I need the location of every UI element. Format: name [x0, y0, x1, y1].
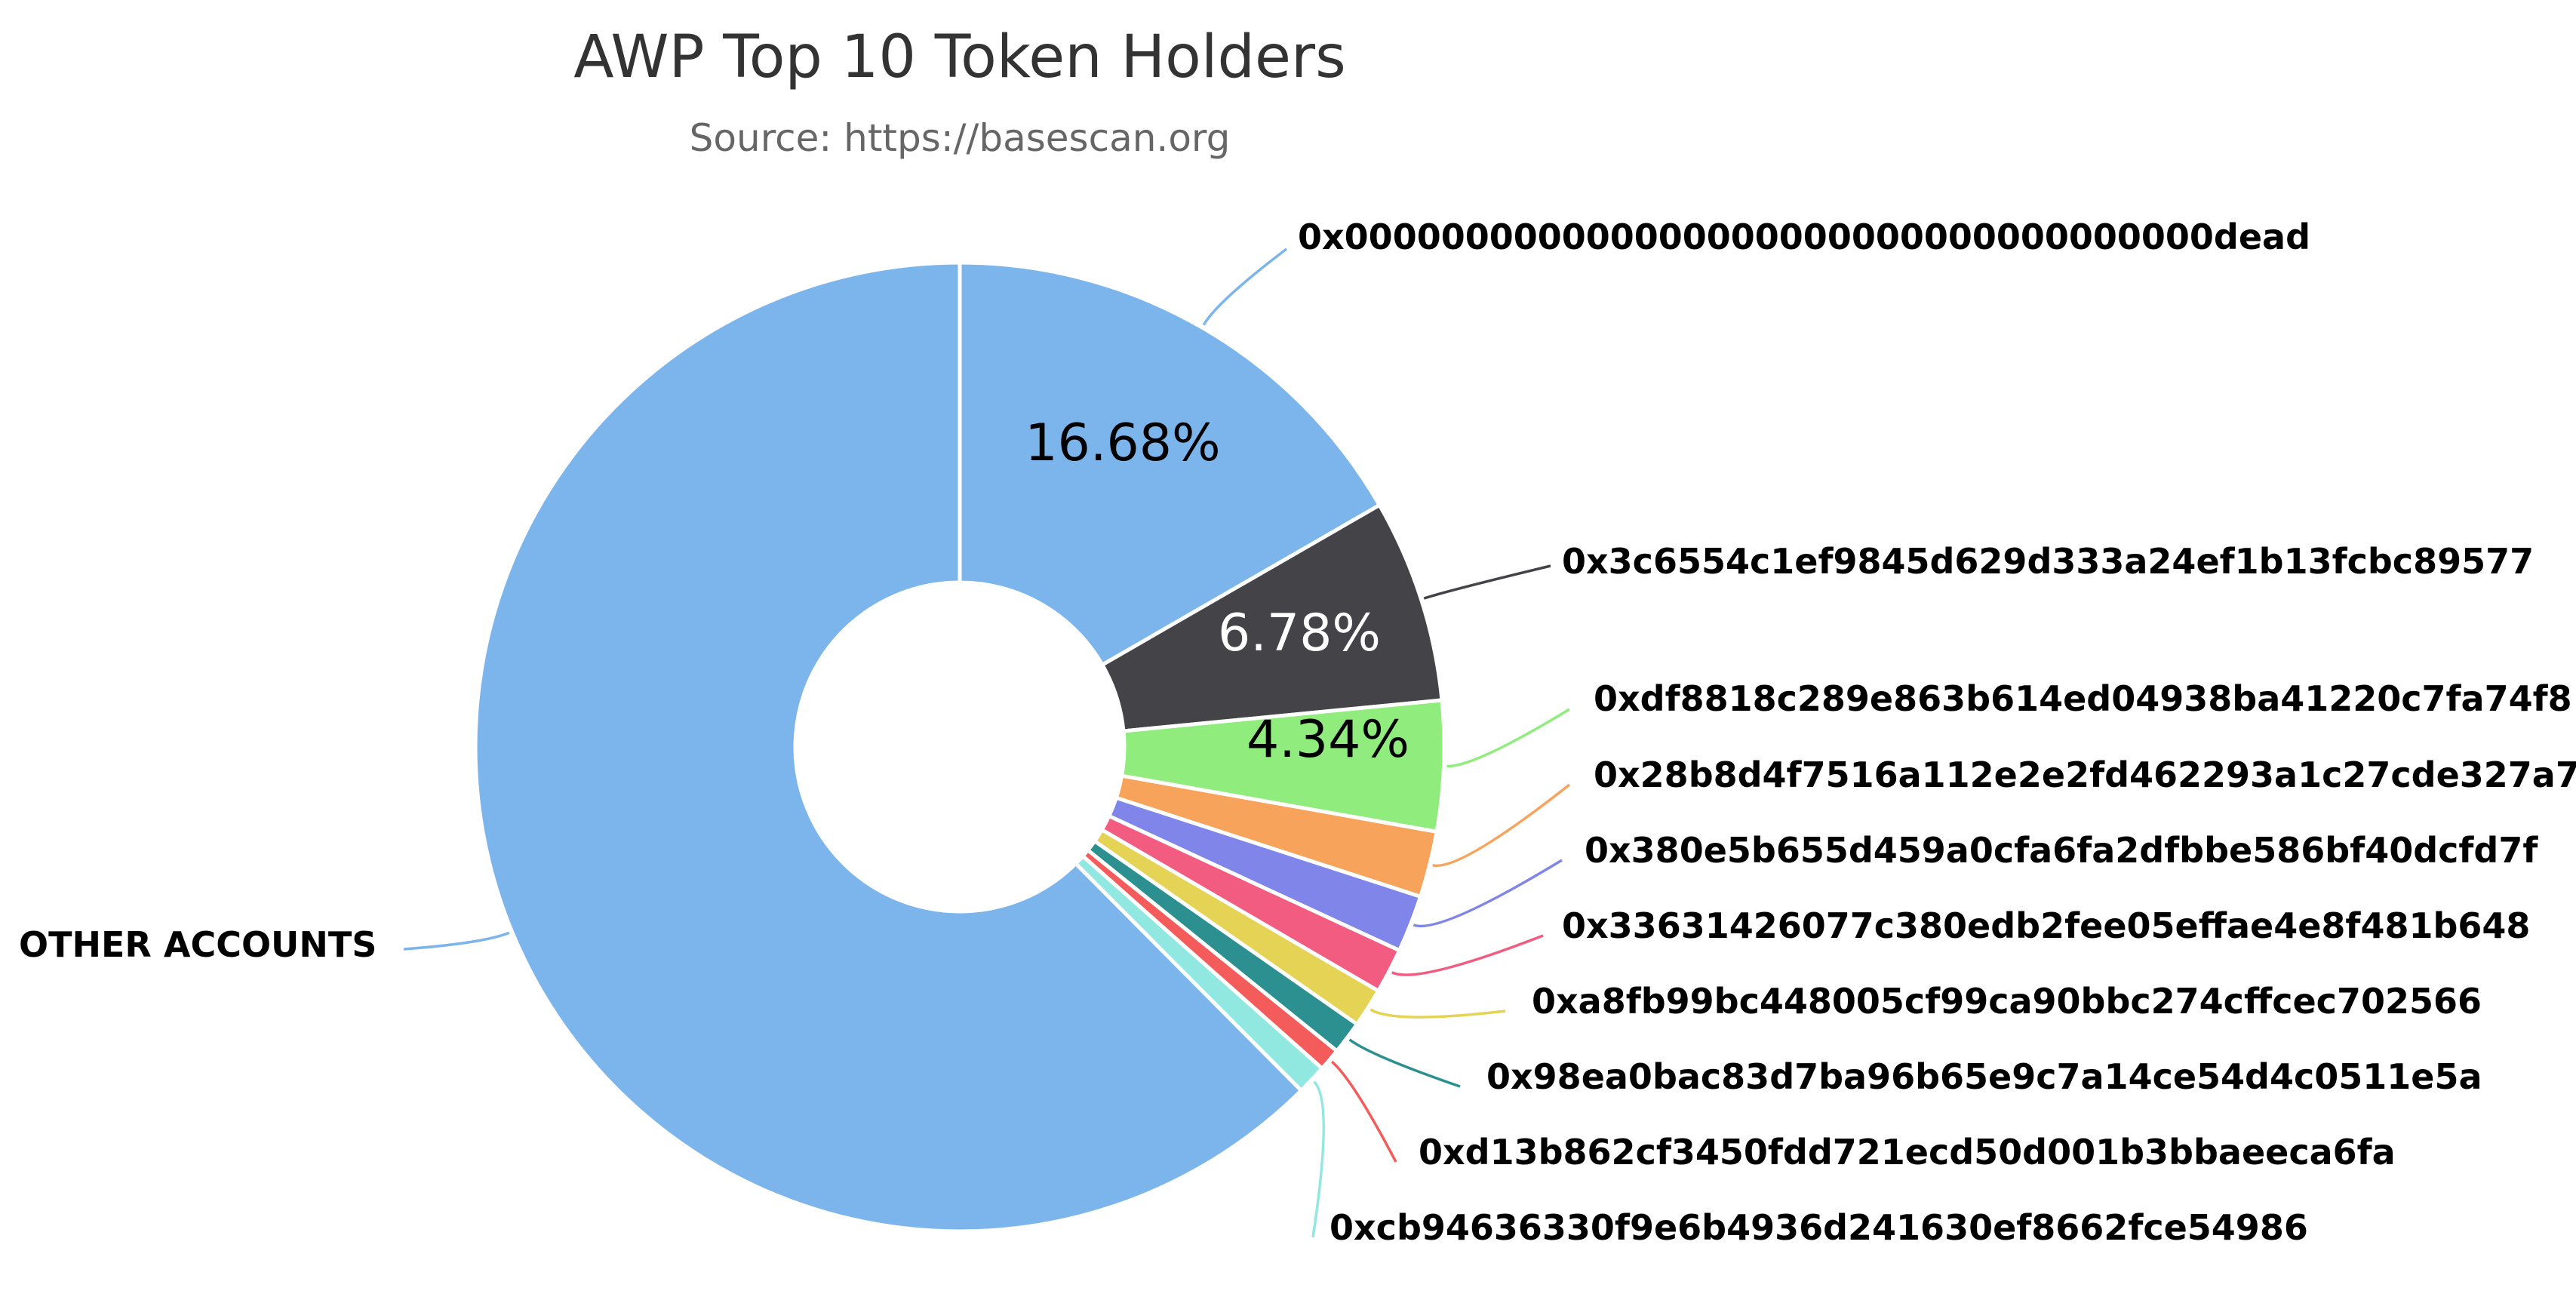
slice-label: 0x000000000000000000000000000000000000de… [1298, 217, 2310, 257]
slice-label: 0x28b8d4f7516a112e2e2fd462293a1c27cde327… [1594, 754, 2576, 795]
slice-connector [1423, 564, 1551, 600]
slice-label: 0xa8fb99bc448005cf99ca90bbc274cffcec7025… [1532, 981, 2482, 1022]
slice-data-label: 16.68% [1025, 413, 1220, 473]
slices-group [473, 260, 1446, 1234]
slice-label: 0xdf8818c289e863b614ed04938ba41220c7fa74… [1594, 678, 2572, 719]
slice-label: 0xcb94636330f9e6b4936d241630ef8662fce549… [1329, 1207, 2308, 1248]
data-labels-group: 16.68% 6.78% 4.34% [1025, 413, 1409, 770]
slice-label: OTHER ACCOUNTS [19, 924, 377, 965]
slice-label: 0xd13b862cf3450fdd721ecd50d001b3bbaeeca6… [1419, 1132, 2396, 1172]
chart-subtitle: Source: https://basescan.org [690, 116, 1231, 160]
slice-connector [1391, 934, 1544, 976]
chart-title: AWP Top 10 Token Holders [573, 23, 1345, 91]
slice-label: 0x3c6554c1ef9845d629d333a24ef1b13fcbc895… [1562, 541, 2534, 582]
slice-labels-group: 0x000000000000000000000000000000000000de… [19, 217, 2576, 1248]
slice-connector [1331, 1060, 1397, 1163]
slice-connector [1202, 247, 1288, 326]
slice-connector [1446, 708, 1570, 768]
slice-data-label: 4.34% [1247, 710, 1409, 770]
slice-connector [403, 931, 510, 951]
connectors-group [403, 247, 1571, 1238]
pie-slice[interactable] [1100, 502, 1444, 733]
slice-connector [1412, 859, 1563, 928]
slice-connector [1432, 783, 1571, 868]
slice-connector [1348, 1038, 1461, 1088]
slice-connector [1369, 1008, 1506, 1019]
pie-slice[interactable] [473, 260, 1304, 1234]
slice-label: 0x33631426077c380edb2fee05effae4e8f481b6… [1562, 905, 2530, 946]
slice-label: 0x380e5b655d459a0cfa6fa2dfbbe586bf40dcfd… [1585, 830, 2538, 871]
slice-data-label: 6.78% [1218, 604, 1381, 663]
slice-label: 0x98ea0bac83d7ba96b65e9c7a14ce54d4c0511e… [1486, 1056, 2482, 1097]
slice-connector [1311, 1080, 1325, 1238]
